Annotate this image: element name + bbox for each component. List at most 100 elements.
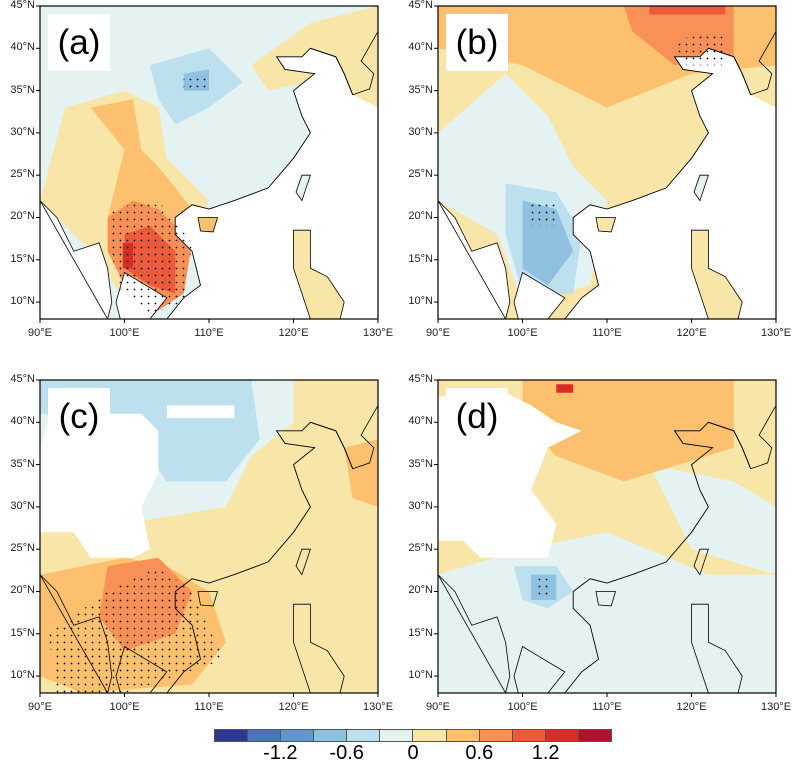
lat-tick-label: 45°N	[10, 373, 35, 385]
coastline	[438, 200, 511, 319]
coastline	[708, 31, 776, 96]
lat-tick-label: 35°N	[408, 457, 433, 470]
lat-tick-label: 25°N	[10, 168, 35, 181]
coastline	[438, 574, 511, 693]
significance-stippling	[183, 73, 209, 91]
lat-tick-label: 25°N	[408, 542, 433, 555]
philippines-land	[293, 230, 345, 319]
ocean-mask	[438, 200, 510, 319]
lat-tick-label: 15°N	[10, 252, 35, 265]
coastline	[197, 217, 219, 233]
lat-tick-label: 40°N	[408, 415, 433, 428]
ocean-mask	[514, 272, 565, 319]
ocean-mask	[564, 6, 776, 319]
field-contour	[344, 439, 378, 507]
lat-tick-label: 15°N	[10, 626, 35, 639]
significance-stippling	[531, 200, 557, 226]
lon-tick-label: 120°E	[676, 701, 707, 713]
coastline	[693, 174, 709, 202]
colorbar-swatch	[215, 730, 249, 741]
lat-tick-label: 20°N	[10, 584, 35, 597]
lon-tick-label: 110°E	[194, 701, 224, 713]
lat-tick-label: 10°N	[408, 669, 433, 682]
lat-tick-label: 20°N	[408, 584, 433, 597]
lat-tick-label: 25°N	[408, 168, 433, 181]
coastline	[295, 174, 311, 202]
coastline	[691, 603, 743, 693]
lat-tick-label: 35°N	[408, 83, 433, 96]
lat-tick-label: 45°N	[10, 0, 35, 11]
lon-tick-label: 130°E	[760, 327, 792, 339]
missing-data-region	[40, 413, 159, 558]
coastline	[293, 229, 345, 319]
colorbar-swatch	[545, 730, 579, 741]
panel-label: (b)	[446, 14, 508, 71]
lat-tick-label: 40°N	[10, 41, 35, 54]
map-panel-d: (d) 45°N 40°N 35°N 30°N 25°N 20°N 15°N 10°N 90°E…	[408, 373, 791, 713]
coastline	[40, 200, 113, 319]
philippines-land	[691, 230, 743, 319]
ocean-mask	[166, 6, 378, 319]
lon-tick-label: 90°E	[426, 327, 450, 339]
lon-tick-label: 100°E	[507, 327, 538, 339]
colorbar-swatch	[578, 730, 611, 741]
lon-tick-label: 120°E	[278, 701, 309, 713]
colorbar-label: 0.6	[465, 742, 494, 764]
coastline	[513, 271, 566, 319]
lon-tick-label: 100°E	[109, 327, 140, 339]
significance-stippling	[107, 200, 193, 315]
lon-tick-label: 120°E	[676, 327, 707, 339]
colorbar-swatch	[281, 730, 315, 741]
lat-tick-label: 40°N	[10, 415, 35, 428]
colorbar-swatch	[380, 730, 414, 741]
taiwan-land	[296, 175, 311, 201]
lon-tick-label: 130°E	[362, 327, 394, 339]
coastline	[708, 405, 776, 470]
map-panel-c: (c) 45°N 40°N 35°N 30°N 25°N 20°N 15°N 10°N 90°E…	[10, 373, 393, 713]
map-panel-b: (b) 45°N 40°N 35°N 30°N 25°N 20°N 15°N 10°N 90°E…	[408, 0, 791, 339]
coastline	[513, 645, 566, 693]
ocean-mask	[40, 200, 112, 319]
hainan-land	[596, 217, 616, 232]
coastline	[310, 405, 378, 470]
colorbar-swatch	[413, 730, 447, 741]
coastline	[166, 421, 354, 693]
coastline	[564, 47, 752, 319]
lon-tick-label: 90°E	[28, 701, 52, 713]
significance-stippling	[535, 578, 553, 596]
lon-tick-label: 130°E	[760, 701, 792, 713]
lat-tick-label: 35°N	[10, 457, 35, 470]
colorbar	[214, 729, 612, 742]
lon-tick-label: 130°E	[362, 701, 394, 713]
lon-tick-label: 110°E	[592, 327, 622, 339]
colorbar-swatch	[347, 730, 381, 741]
lat-tick-label: 30°N	[408, 499, 433, 512]
lon-tick-label: 100°E	[507, 701, 538, 713]
lat-tick-label: 30°N	[10, 125, 35, 138]
coastline	[693, 548, 709, 576]
lat-tick-label: 20°N	[10, 210, 35, 223]
lat-tick-label: 25°N	[10, 542, 35, 555]
lat-tick-label: 30°N	[408, 125, 433, 138]
coastline	[691, 229, 743, 319]
lat-tick-label: 10°N	[10, 669, 35, 682]
colorbar-label: -0.6	[329, 742, 364, 764]
coastline	[115, 271, 168, 319]
lat-tick-label: 45°N	[408, 373, 433, 385]
colorbar-swatch	[314, 730, 348, 741]
colorbar-swatch	[248, 730, 282, 741]
coastline	[115, 645, 168, 693]
field-contour	[649, 464, 776, 575]
field-contour	[522, 380, 734, 482]
hainan-land	[198, 217, 218, 232]
panel-label: (a)	[48, 14, 110, 71]
colorbar-swatch	[479, 730, 513, 741]
lat-tick-label: 45°N	[408, 0, 433, 11]
field-contour	[556, 384, 574, 393]
coastline	[166, 47, 354, 319]
lat-tick-label: 10°N	[408, 295, 433, 308]
coastline	[595, 591, 617, 607]
lat-tick-label: 15°N	[408, 626, 433, 639]
lat-tick-label: 10°N	[10, 295, 35, 308]
